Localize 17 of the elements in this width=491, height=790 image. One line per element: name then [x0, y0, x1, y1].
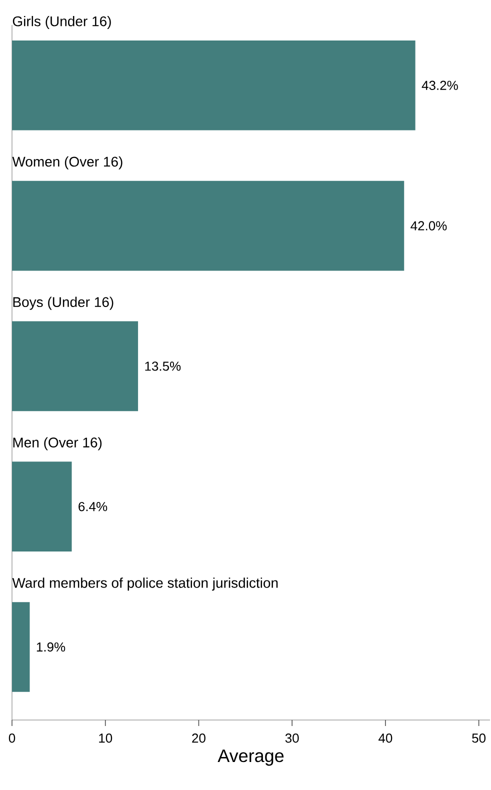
data-label: 6.4% [78, 502, 108, 512]
x-axis-title: Average [218, 750, 284, 766]
data-label: 42.0% [410, 221, 447, 230]
data-label: 13.5% [145, 362, 181, 371]
x-tick-label: 0 [8, 734, 16, 743]
y-tick-label: Women (Over 16) [12, 156, 122, 170]
x-tick-label: 10 [99, 734, 112, 743]
data-label: 43.2% [422, 80, 458, 90]
y-tick-label: Men (Over 16) [13, 437, 102, 450]
y-tick-label: Boys (Under 16) [13, 296, 114, 310]
x-tick-label: 30 [285, 734, 299, 743]
x-tick-label: 20 [192, 734, 206, 743]
data-label: 1.9% [36, 642, 66, 652]
y-tick-label: Girls (Under 16) [12, 16, 111, 30]
y-tick-label: Ward members of police station jurisdiction [12, 578, 278, 591]
x-tick-label: 40 [378, 734, 392, 743]
x-tick-label: 50 [472, 734, 486, 743]
